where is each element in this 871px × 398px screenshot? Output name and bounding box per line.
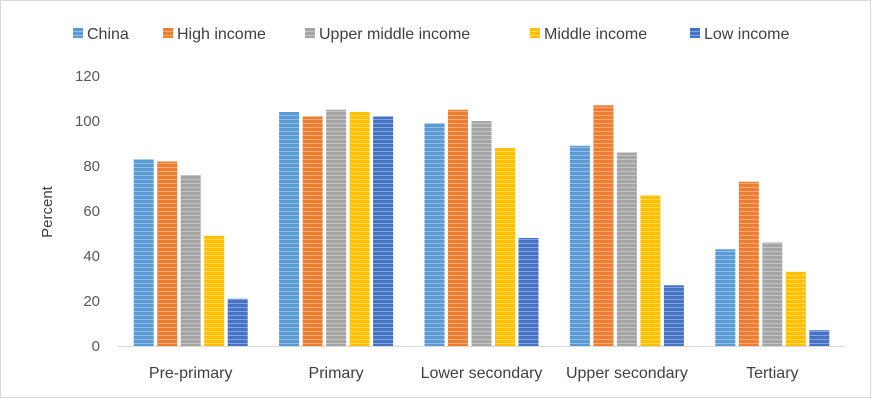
bars	[133, 105, 830, 346]
legend-item-china: China	[73, 26, 129, 43]
legend-swatch-middle-income	[530, 28, 540, 38]
x-tick-label-upper-secondary: Upper secondary	[566, 365, 688, 382]
y-tick-label: 60	[83, 203, 100, 220]
bar-middle-income-upper-secondary	[640, 195, 661, 346]
legend-label-middle-income: Middle income	[544, 26, 647, 43]
y-tick-label: 80	[83, 158, 100, 175]
x-tick-label-primary: Primary	[309, 365, 364, 382]
y-tick-label: 100	[75, 113, 100, 130]
bar-low-income-pre-primary	[227, 298, 248, 346]
y-tick-label: 120	[75, 68, 100, 85]
bar-middle-income-primary	[349, 112, 370, 346]
bar-high-income-tertiary	[738, 181, 759, 346]
bar-high-income-pre-primary	[157, 161, 178, 346]
bar-high-income-upper-secondary	[593, 105, 614, 346]
legend-item-middle-income: Middle income	[530, 26, 647, 43]
bar-group-pre-primary	[133, 159, 248, 346]
y-tick-label: 0	[92, 338, 100, 355]
bar-low-income-upper-secondary	[663, 285, 684, 346]
legend-label-high-income: High income	[177, 26, 266, 43]
legend-item-upper-middle-income: Upper middle income	[305, 26, 470, 43]
legend-label-upper-middle-income: Upper middle income	[319, 26, 470, 43]
bar-group-lower-secondary	[424, 109, 539, 346]
y-axis: 0 20 40 60 80 100 120	[75, 68, 100, 355]
bar-high-income-primary	[302, 116, 323, 346]
bar-group-primary	[279, 109, 394, 346]
legend-label-china: China	[87, 26, 129, 43]
bar-middle-income-tertiary	[785, 271, 806, 346]
bar-china-lower-secondary	[424, 123, 445, 346]
bar-middle-income-lower-secondary	[495, 148, 515, 346]
x-tick-label-lower-secondary: Lower secondary	[421, 365, 543, 382]
y-tick-label: 20	[83, 293, 100, 310]
bar-low-income-primary	[373, 116, 394, 346]
bar-upper-middle-income-tertiary	[762, 242, 783, 346]
legend-label-low-income: Low income	[704, 26, 789, 43]
legend-item-low-income: Low income	[690, 26, 789, 43]
bar-middle-income-pre-primary	[204, 235, 225, 346]
legend-item-high-income: High income	[163, 26, 266, 43]
legend-swatch-low-income	[690, 28, 700, 38]
y-tick-label: 40	[83, 248, 100, 265]
bar-low-income-tertiary	[809, 330, 830, 346]
bar-group-upper-secondary	[569, 105, 684, 346]
bar-upper-middle-income-primary	[326, 109, 347, 346]
bar-upper-middle-income-pre-primary	[180, 175, 201, 346]
bar-china-primary	[279, 112, 300, 346]
bar-high-income-lower-secondary	[448, 109, 468, 346]
bar-upper-middle-income-upper-secondary	[616, 152, 637, 346]
legend-swatch-upper-middle-income	[305, 28, 315, 38]
bar-china-tertiary	[715, 249, 736, 346]
x-axis: Pre-primary Primary Lower secondary Upper s…	[149, 365, 799, 382]
legend: China High income Upper middle income Middl…	[73, 26, 789, 43]
bar-china-upper-secondary	[569, 145, 590, 346]
x-tick-label-pre-primary: Pre-primary	[149, 365, 233, 382]
bar-china-pre-primary	[133, 159, 154, 346]
bar-low-income-lower-secondary	[518, 238, 539, 346]
legend-swatch-china	[73, 28, 83, 38]
legend-swatch-high-income	[163, 28, 173, 38]
bar-upper-middle-income-lower-secondary	[471, 121, 492, 346]
x-tick-label-tertiary: Tertiary	[746, 365, 798, 382]
bar-group-tertiary	[715, 181, 830, 346]
y-axis-title: Percent	[39, 185, 56, 238]
